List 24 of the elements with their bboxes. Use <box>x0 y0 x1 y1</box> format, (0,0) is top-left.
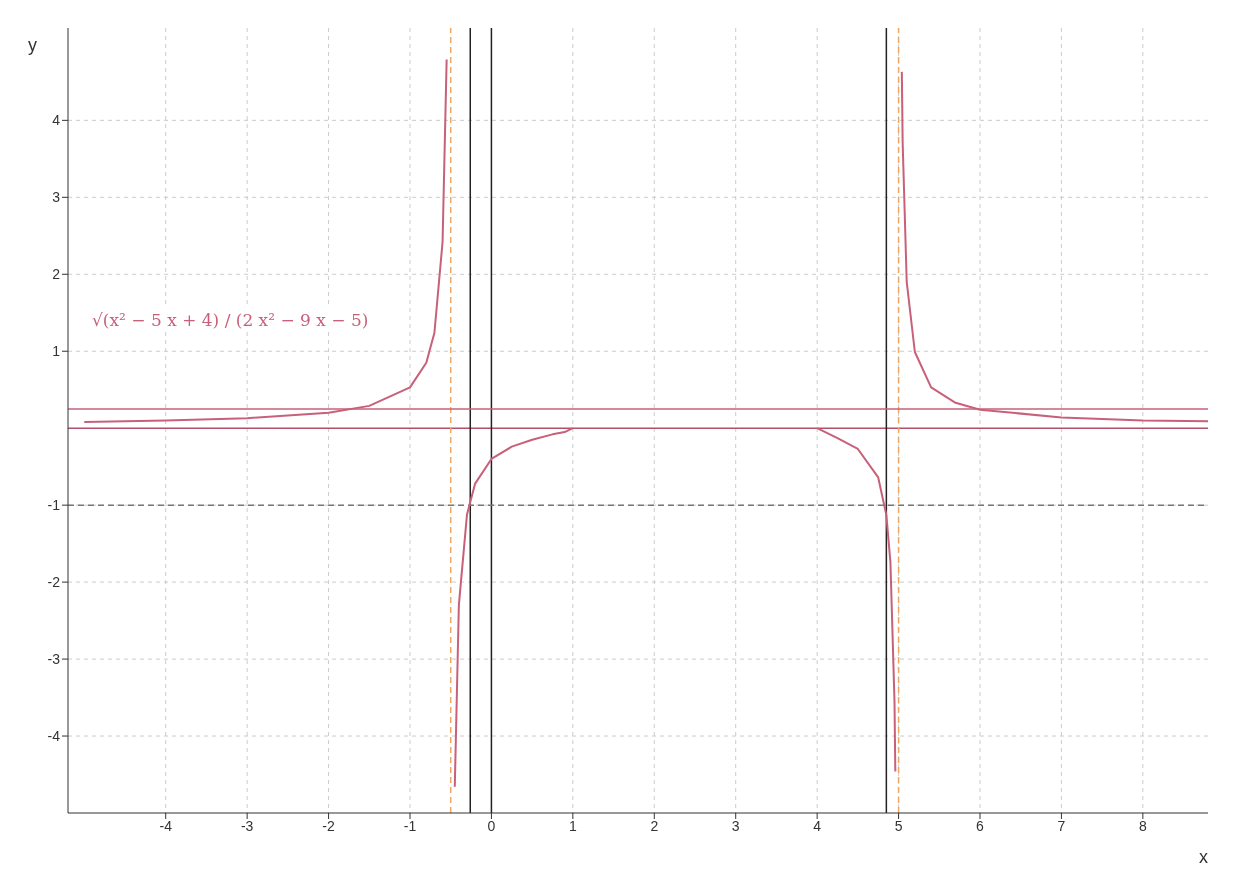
x-tick-label: -3 <box>240 817 254 834</box>
y-tick-label: 3 <box>52 189 61 206</box>
x-tick-label: 1 <box>568 817 577 834</box>
text: √(x² − 5 x + 4) / (2 x² − 9 x − 5) <box>88 308 373 332</box>
x-tick-label: -2 <box>322 817 336 834</box>
y-tick-label: 4 <box>52 112 61 129</box>
y-tick-label: -4 <box>47 728 61 745</box>
y-tick-label: -2 <box>47 574 61 591</box>
x-tick-label: -1 <box>403 817 417 834</box>
y-tick-label: 1 <box>52 343 61 360</box>
x-tick-label: 6 <box>976 817 985 834</box>
x-tick-label: 8 <box>1138 817 1147 834</box>
x-axis-title: x <box>1199 847 1208 867</box>
x-tick-label: 4 <box>813 817 822 834</box>
y-axis-title: y <box>28 34 37 55</box>
y-tick-label: -1 <box>47 497 61 514</box>
y-tick-label: -3 <box>47 651 61 668</box>
x-tick-label: 5 <box>894 817 903 834</box>
x-tick-label: -4 <box>159 817 173 834</box>
x-tick-label: 3 <box>731 817 740 834</box>
x-tick-label: 2 <box>650 817 659 834</box>
x-tick-label: 0 <box>487 817 496 834</box>
x-tick-label: 7 <box>1057 817 1066 834</box>
y-tick-label: 2 <box>52 266 61 283</box>
